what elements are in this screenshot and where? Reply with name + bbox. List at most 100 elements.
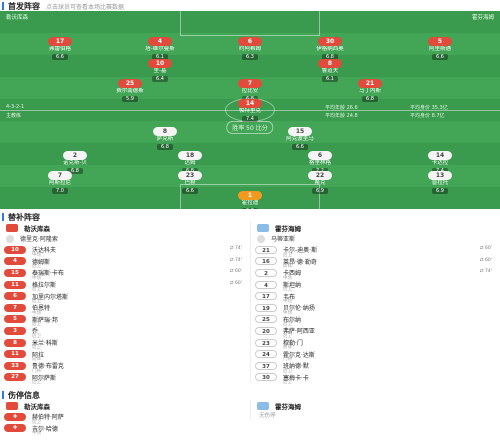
home-avg-age: 平均年龄 26.6 (325, 105, 358, 111)
sub-player-row[interactable]: 27 阿尔萨斯 后卫 (0, 372, 250, 386)
away-player[interactable]: 15 阿克波圭马 6.6 (273, 127, 327, 150)
home-player[interactable]: 6 约阿希姆 6.3 (223, 37, 277, 60)
section-accent (2, 391, 4, 399)
team-logo-icon (257, 223, 269, 232)
player-position: 中场 (283, 310, 292, 316)
sub-time: ⇄ 74' (229, 257, 242, 263)
sub-player-row[interactable]: 10 沃达科夫 中场 ⇄ 74' (0, 244, 250, 258)
jersey-number: 14 (238, 99, 262, 108)
away-player[interactable]: 23 巴穆 6.6 (163, 171, 217, 194)
sub-player-row[interactable]: 23 穆勒·门 前锋 (251, 337, 500, 351)
player-name: 格里林格 (308, 160, 331, 166)
player-rating: 6.6 (52, 54, 68, 60)
sub-player-row[interactable]: 16 莱昂·德·勒奇 前锋 ⇄ 60' (251, 256, 500, 269)
jersey-number: 5 (428, 37, 452, 46)
sub-player-row[interactable]: 4 斯坦纳 后卫 (251, 279, 500, 292)
team-logo-icon (6, 223, 18, 232)
jersey-number: 6 (4, 292, 26, 301)
jersey-number: 14 (428, 151, 452, 160)
jersey-number: 7 (238, 79, 262, 88)
sub-player-row[interactable]: 6 加里内尔塔斯 后卫 (0, 290, 250, 304)
sub-player-row[interactable]: 4 德姆斯 后卫 ⇄ 74' (0, 256, 250, 269)
team-logo-icon (257, 401, 269, 410)
sub-player-row[interactable]: 19 贝尔伦·纳扬 中场 (251, 302, 500, 316)
jersey-number: 2 (255, 268, 277, 277)
player-name: 达姆 (184, 160, 196, 166)
home-player[interactable]: 17 弗雷伯格 6.6 (33, 37, 87, 60)
player-name: 沃达科夫 (32, 247, 57, 255)
player-name: 米兰·科斯 (32, 340, 58, 348)
player-name: 塔-维尔曼斯 (145, 46, 175, 52)
player-name: 吉尔·哈德 (32, 425, 58, 433)
jersey-number: 17 (255, 292, 277, 301)
injured-player-row[interactable]: ✚ 吉尔·哈德 中场 (0, 423, 250, 436)
home-injuries: 勒沃库森 ✚ 赫伯特·阿萨 后卫 ✚ 吉尔·哈德 中场 (0, 400, 250, 436)
jersey-number: 33 (4, 361, 26, 370)
player-name: 韦布 (283, 293, 296, 301)
home-player[interactable]: 21 马丁内斯 6.8 (343, 79, 397, 102)
away-coach-row: 马蒂亚斯 (251, 233, 500, 244)
sub-player-row[interactable]: 37 班纳德·默 后卫 (251, 360, 500, 374)
sub-player-row[interactable]: 30 塞梅卡·卡 后卫 (251, 372, 500, 386)
jersey-number: 7 (4, 303, 26, 312)
away-player[interactable]: 8 萨克斯 6.8 (138, 127, 192, 150)
sub-player-row[interactable]: 25 布尔纳 后卫 (251, 314, 500, 327)
sub-player-row[interactable]: 17 韦布 中场 (251, 290, 500, 304)
player-position: 后卫 (283, 380, 292, 386)
player-position: 后卫 (32, 333, 41, 339)
jersey-number: 11 (4, 350, 26, 359)
sub-player-row[interactable]: 21 卡尔-迪奥·斯 后卫 ⇄ 60' (251, 244, 500, 258)
player-position: 门将 (32, 368, 41, 374)
away-player[interactable]: 22 希克 6.9 (293, 171, 347, 194)
home-player[interactable]: 5 阿里斯通 6.6 (413, 37, 467, 60)
home-player[interactable]: 14 帕特里克 7.4 (223, 99, 277, 122)
away-player[interactable]: 7 阿斯拉尼 7.0 (33, 171, 87, 194)
player-rating: 6.3 (242, 54, 258, 60)
away-avg-age: 平均年龄 24.8 (325, 113, 358, 119)
player-position: 后卫 (32, 287, 41, 293)
sub-time: ⇄ 74' (229, 246, 242, 251)
player-rating: 7.4 (242, 116, 258, 122)
home-player[interactable]: 10 里-基 6.4 (133, 59, 187, 82)
avatar (6, 234, 14, 243)
sub-player-row[interactable]: 33 鲁德·布雷克 门将 (0, 360, 250, 374)
sub-time: ⇄ 60' (479, 246, 492, 251)
sub-player-row[interactable]: 15 泰瑞斯·卡布 中场 ⇄ 60' (0, 267, 250, 281)
sub-player-row[interactable]: 20 弗萨·阿西亚 后卫 (251, 325, 500, 339)
sub-player-row[interactable]: 11 格拉尔斯 后卫 ⇄ 60' (0, 279, 250, 293)
match-center-label: 胜率 50 比分 (226, 121, 274, 134)
player-position: 后卫 (32, 380, 41, 386)
home-player[interactable]: 4 塔-维尔曼斯 6.1 (133, 37, 187, 60)
home-injury-team: 勒沃库森 (0, 400, 250, 411)
sub-player-row[interactable]: 24 霍尔克·达斯 门将 (251, 348, 500, 362)
jersey-number: 23 (255, 338, 277, 347)
lineup-title: 首发阵容 (8, 1, 40, 11)
jersey-number: 30 (255, 373, 277, 382)
home-player[interactable]: 25 费尔南德斯 5.9 (103, 79, 157, 102)
away-subs-team: 霍芬海姆 (251, 222, 500, 233)
jersey-number: 21 (358, 79, 382, 88)
injured-player-row[interactable]: ✚ 赫伯特·阿萨 后卫 (0, 411, 250, 425)
injury-icon: ✚ (4, 424, 26, 433)
away-player[interactable]: 13 普拉托 6.9 (413, 171, 467, 194)
away-injuries: 霍芬海姆 无伤停 (250, 400, 500, 419)
sub-player-row[interactable]: 11 阿拉 前锋 (0, 348, 250, 362)
away-player[interactable]: 2 诺克斯-贝 6.8 (48, 151, 102, 174)
player-name: 伯恩特 (32, 305, 51, 313)
player-name: 弗萨·阿西亚 (283, 328, 315, 336)
subs-columns: 勒沃库森 德里克·阿隆索 10 沃达科夫 中场 ⇄ 74' 4 德姆斯 后卫 ⇄ 74' 15 泰… (0, 222, 500, 388)
home-player[interactable]: 8 鲁道夫 6.1 (303, 59, 357, 82)
sub-player-row[interactable]: 5 斯萨瑞·邦 后卫 (0, 314, 250, 327)
injury-title: 伤停信息 (8, 390, 40, 400)
player-position: 前锋 (32, 356, 41, 362)
player-position: 前锋 (283, 345, 292, 351)
jersey-number: 25 (255, 315, 277, 324)
sub-player-row[interactable]: 7 伯恩特 中场 (0, 302, 250, 316)
home-player[interactable]: 30 伊格纳西奥 6.8 (303, 37, 357, 60)
sub-player-row[interactable]: 3 乔后卫 (0, 325, 250, 339)
sub-player-row[interactable]: 8 米兰·科斯 后卫 (0, 337, 250, 350)
jersey-number: 6 (238, 37, 262, 46)
sub-player-row[interactable]: 2 卡西姆 中场 ⇄ 74' (251, 267, 500, 281)
player-name: 阿斯拉尼 (48, 180, 71, 186)
